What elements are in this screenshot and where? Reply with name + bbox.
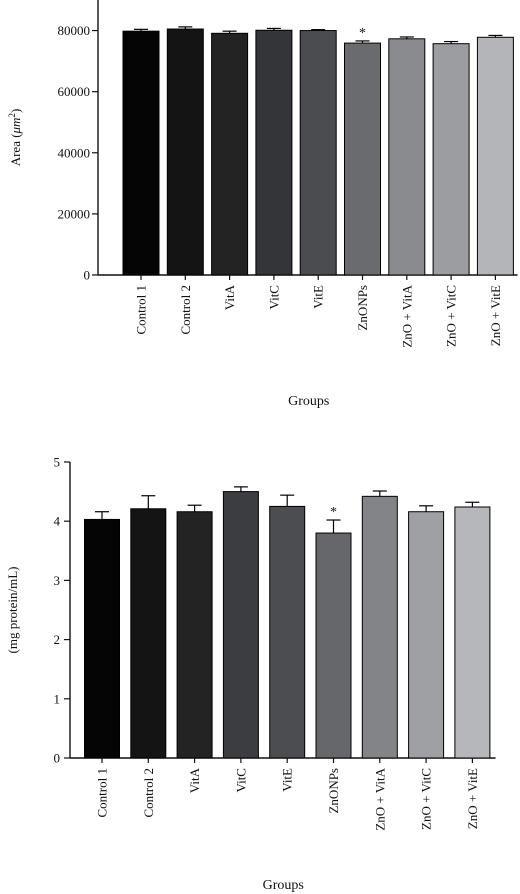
category-label: ZnO + VitE [465, 768, 480, 829]
x-axis-label: Groups [263, 878, 304, 893]
y-tick-label: 2 [54, 632, 61, 647]
category-label: ZnONPs [355, 285, 370, 331]
category-label: ZnO + VitC [419, 768, 434, 830]
category-label: VitE [280, 768, 295, 792]
bar [315, 532, 352, 759]
category-label: Control 1 [134, 285, 149, 334]
y-tick-label: 40000 [58, 145, 91, 160]
bar [299, 30, 337, 276]
bar [211, 32, 249, 276]
y-tick-label: 80000 [58, 23, 91, 38]
bar [130, 508, 167, 759]
significance-marker: * [330, 505, 337, 520]
y-tick-label: 1 [54, 691, 61, 706]
bar [388, 38, 426, 276]
y-tick-label: 60000 [58, 84, 91, 99]
bar [344, 42, 381, 276]
y-tick-label: 3 [54, 573, 61, 588]
significance-marker: * [359, 26, 366, 41]
category-label: VitA [187, 767, 202, 793]
category-label: VitE [311, 285, 326, 309]
category-label: VitC [233, 768, 248, 793]
category-label: ZnO + VitA [399, 284, 414, 347]
y-tick-label: 5 [54, 455, 61, 470]
y-tick-label: 0 [84, 268, 91, 283]
category-label: Control 1 [95, 768, 110, 817]
y-tick-label: 0 [54, 751, 61, 766]
y-axis-label: (mg protein/mL) [5, 566, 20, 653]
bar [176, 511, 213, 759]
category-label: ZnO + VitE [488, 285, 503, 346]
category-label: ZnO + VitC [444, 285, 459, 347]
bar [476, 36, 514, 276]
x-axis-label: Groups [288, 394, 329, 409]
protein-chart: 0 1 2 3 4 5 (mg protein/mL) Control 1 Control 2 V… [5, 455, 496, 893]
bar [166, 28, 204, 276]
category-label: ZnONPs [326, 768, 341, 814]
bar [361, 495, 398, 759]
area-chart: 0 20000 40000 60000 80000 Area (μm2) Control 1… [7, 0, 518, 409]
bar [84, 518, 120, 759]
bar [255, 29, 293, 276]
y-tick-label: 4 [54, 514, 61, 529]
bar [432, 43, 470, 276]
y-tick-label: 20000 [58, 206, 91, 221]
category-label: VitA [222, 284, 237, 310]
bar [222, 491, 259, 759]
bar [408, 511, 445, 759]
category-label: Control 2 [141, 768, 156, 817]
category-label: VitC [266, 285, 281, 310]
bar [269, 505, 306, 759]
category-label: Control 2 [178, 285, 193, 334]
category-label: ZnO + VitA [372, 767, 387, 830]
bar [454, 506, 491, 759]
y-axis-label: Area (μm2) [7, 109, 23, 167]
bar [122, 30, 160, 276]
